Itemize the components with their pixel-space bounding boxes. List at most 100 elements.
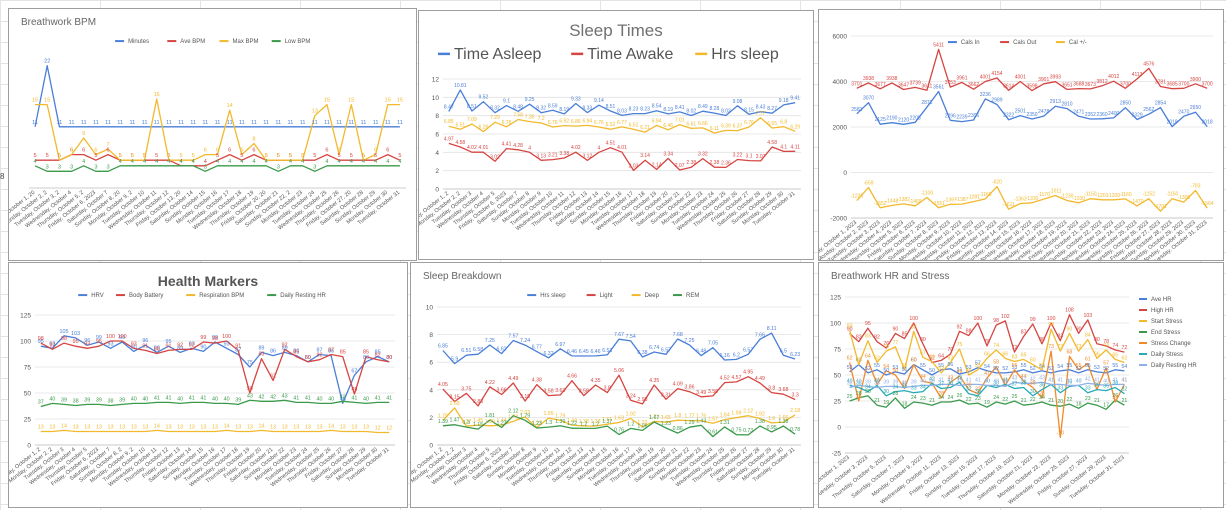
- data-label: 4.05: [438, 382, 448, 388]
- series-line: [34, 165, 400, 172]
- breathwork-hr-stress-chart[interactable]: Breathwork HR and Stress -25 0 25 50 75 100 125…: [818, 262, 1224, 508]
- data-label: 13: [212, 424, 218, 430]
- data-label: 39: [1067, 379, 1073, 385]
- data-label: 7.35: [525, 115, 535, 121]
- data-label: 6.32: [543, 351, 553, 357]
- data-label: 25: [856, 394, 862, 400]
- data-label: 11: [361, 120, 367, 126]
- data-label: 38: [107, 398, 113, 404]
- data-label: 5: [301, 153, 304, 159]
- data-label: 2989: [991, 98, 1002, 104]
- data-label: 3938: [886, 76, 897, 82]
- data-label: 1.27: [497, 420, 507, 426]
- y-tick-label: -25: [832, 451, 842, 458]
- data-label: 2501: [1015, 109, 1026, 115]
- y-tick-label: 8: [429, 332, 433, 339]
- data-label: 15: [32, 98, 38, 104]
- data-label: 13: [235, 424, 241, 430]
- legend-label: Daily Stress: [1151, 352, 1183, 358]
- data-label: 6.29: [790, 124, 800, 130]
- data-label: 40: [177, 396, 183, 402]
- series-line: [856, 185, 1208, 212]
- data-label: 2190: [886, 116, 897, 122]
- data-label: 3.8: [768, 386, 775, 392]
- data-label: 55: [1067, 363, 1073, 369]
- data-label: 49: [351, 387, 357, 393]
- data-label: 3: [106, 164, 109, 170]
- data-label: 2.36: [721, 160, 731, 166]
- calories-chart[interactable]: -2000 0 2000 4000 6000 Monday, October 1, 202…: [818, 9, 1224, 261]
- data-label: 99: [200, 335, 206, 341]
- data-label: 37: [938, 382, 944, 388]
- data-label: 25: [1012, 394, 1018, 400]
- breathwork-bpm-chart[interactable]: Breathwork BPM Friday, October 1, 20Monda…: [8, 8, 417, 261]
- data-label: 60: [856, 358, 862, 364]
- data-label: 22: [1030, 397, 1036, 403]
- data-label: 77: [892, 340, 898, 346]
- data-label: 40: [993, 378, 999, 384]
- data-label: 4: [362, 159, 365, 165]
- data-label: 50: [883, 368, 889, 374]
- data-label: 1.15: [473, 422, 483, 428]
- data-label: 5: [240, 153, 243, 159]
- data-label: 4.58: [455, 140, 465, 146]
- sleep-times-chart[interactable]: Sleep Times 0 2 4 6 8 10 12 Friday, October 1, 2…: [418, 10, 814, 260]
- data-label: 3: [58, 164, 61, 170]
- data-label: 5: [338, 153, 341, 159]
- data-label: 30: [1030, 389, 1036, 395]
- data-label: -1150: [1166, 192, 1179, 198]
- data-label: 39: [892, 379, 898, 385]
- data-label: 3685: [1167, 82, 1178, 88]
- data-label: 14: [227, 103, 233, 109]
- data-label: 11: [397, 120, 403, 126]
- data-label: 34: [920, 385, 926, 391]
- y-tick-label: 75: [24, 365, 32, 372]
- data-label: 22: [44, 59, 50, 65]
- data-label: 2322: [1003, 113, 1014, 119]
- y-tick-label: 6000: [833, 34, 848, 41]
- data-label: 3700: [1120, 81, 1131, 87]
- data-label: 6.77: [617, 120, 627, 126]
- data-label: 11: [312, 120, 318, 126]
- data-label: 6.78: [502, 120, 512, 126]
- data-label: 66: [984, 351, 990, 357]
- data-label: 14: [61, 423, 67, 429]
- data-label: 2650: [1190, 105, 1201, 111]
- series-line: [40, 429, 390, 434]
- data-label: 4: [179, 159, 182, 165]
- sleep-breakdown-chart[interactable]: Sleep Breakdown 0 2 4 6 8 10 Friday, October 1,…: [410, 262, 814, 508]
- data-label: 5.9: [451, 357, 458, 363]
- health-markers-chart[interactable]: Health Markers 0 25 50 75 100 125 Friday, Octob…: [8, 262, 408, 508]
- data-label: 50: [247, 386, 253, 392]
- data-label: -1281: [967, 195, 980, 201]
- data-label: 6.37: [733, 124, 743, 130]
- data-label: 1.44: [567, 418, 577, 424]
- data-label: -1170: [1037, 192, 1050, 198]
- data-label: 1.38: [755, 419, 765, 425]
- data-label: 9.33: [571, 96, 581, 102]
- data-label: 3.8: [604, 386, 611, 392]
- data-label: 6.8: [780, 120, 787, 126]
- data-label: 6.76: [548, 120, 558, 126]
- data-label: 40: [1103, 378, 1109, 384]
- data-label: 40: [929, 378, 935, 384]
- data-label: 73: [1048, 344, 1054, 350]
- data-label: 5: [350, 153, 353, 159]
- data-label: 2.69: [450, 401, 460, 407]
- data-label: 5: [362, 153, 365, 159]
- data-label: 78: [1103, 339, 1109, 345]
- data-label: 21: [1094, 398, 1100, 404]
- data-label: 41: [154, 395, 160, 401]
- data-label: 6: [240, 148, 243, 154]
- data-label: 89: [282, 345, 288, 351]
- data-label: 60: [911, 358, 917, 364]
- data-label: 6.57: [743, 347, 753, 353]
- data-label: 62: [947, 356, 953, 362]
- data-label: 3.1: [746, 154, 753, 160]
- data-label: 41: [1112, 377, 1118, 383]
- data-label: 13: [312, 109, 318, 115]
- legend-label: End Stress: [1151, 330, 1180, 336]
- data-label: 3.68: [778, 387, 788, 393]
- data-label: 39: [911, 379, 917, 385]
